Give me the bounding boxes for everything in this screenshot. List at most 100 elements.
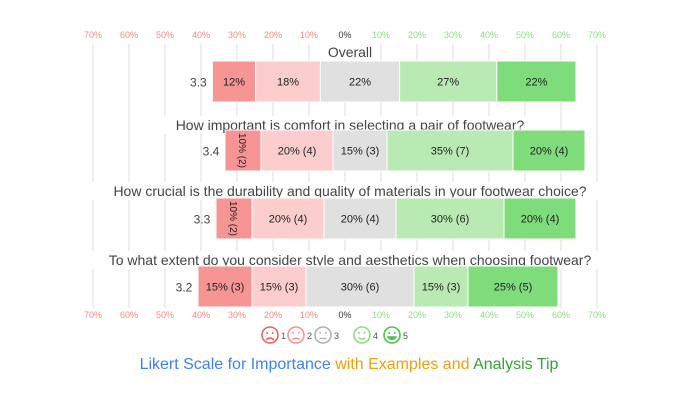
legend-label: 3	[334, 331, 339, 341]
bar-value-label: 35% (7)	[431, 146, 470, 158]
bar-value-label: 15% (3)	[260, 282, 299, 294]
bottom-tick-label: 10%	[300, 310, 318, 320]
bar-value-label: 15% (3)	[422, 282, 461, 294]
bar-segment	[224, 129, 262, 172]
bar-value-label: 20% (4)	[521, 214, 560, 226]
bar-value-label: 10% (2)	[227, 201, 238, 236]
likert-row: How important is comfort in selecting a …	[151, 116, 586, 172]
bottom-tick-label: 70%	[84, 310, 102, 320]
bar-value-label: 12%	[223, 77, 245, 89]
bar-value-label: 22%	[525, 77, 547, 89]
mean-score: 3.4	[203, 145, 220, 159]
bottom-tick-label: 50%	[156, 310, 174, 320]
question-label: How crucial is the durability and qualit…	[113, 183, 586, 199]
likert-row: How crucial is the durability and qualit…	[75, 182, 625, 240]
bar-value-label: 20% (4)	[530, 146, 569, 158]
footer-title-part1: Likert Scale for Importance	[139, 356, 331, 373]
bottom-tick-label: 10%	[372, 310, 390, 320]
bar-segment	[467, 265, 559, 308]
bottom-tick-label: 30%	[444, 310, 462, 320]
very-happy-face-icon	[383, 326, 401, 344]
question-label: To what extent do you consider style and…	[109, 252, 592, 268]
bar-segment	[251, 265, 307, 308]
legend-label: 2	[307, 331, 312, 341]
top-tick-label: 50%	[516, 30, 534, 40]
bar-value-label: 25% (5)	[494, 282, 533, 294]
bar-segment	[323, 197, 397, 240]
bar-segment	[503, 197, 577, 240]
bar-value-label: 20% (4)	[341, 214, 380, 226]
legend-label: 1	[281, 331, 286, 341]
bar-value-label: 30% (6)	[431, 214, 470, 226]
chart-legend: 1 2 3 4 5	[261, 326, 408, 344]
question-label: How important is comfort in selecting a …	[176, 117, 525, 133]
bottom-tick-label: 70%	[588, 310, 606, 320]
question-label-bg	[75, 182, 625, 200]
likert-row: To what extent do you consider style and…	[89, 251, 611, 308]
bar-segment	[395, 197, 505, 240]
top-tick-label: 50%	[156, 30, 174, 40]
bottom-tick-label: 40%	[192, 310, 210, 320]
bar-value-label: 15% (3)	[206, 282, 245, 294]
bottom-tick-label: 60%	[552, 310, 570, 320]
likert-rows: Overall 3.3 12% 18% 22% 27% 22% How important i…	[75, 43, 625, 308]
axis-tick-labels: 70% 70% 60% 60% 50% 50% 40% 40% 30% 30% 20% 20% 10% 1…	[84, 30, 606, 320]
mean-score: 3.2	[176, 281, 193, 295]
bar-segment	[215, 197, 253, 240]
bar-value-label: 15% (3)	[341, 146, 380, 158]
bottom-tick-label: 60%	[120, 310, 138, 320]
bar-segment	[260, 129, 334, 172]
mean-score: 3.3	[194, 213, 211, 227]
very-sad-face-icon	[261, 326, 279, 344]
bar-value-label: 10% (2)	[236, 133, 247, 168]
top-tick-label: 60%	[552, 30, 570, 40]
top-tick-label: 20%	[408, 30, 426, 40]
bottom-tick-label: 20%	[408, 310, 426, 320]
bar-segment	[255, 60, 321, 103]
bar-segment	[496, 60, 577, 103]
question-label-bg	[89, 251, 611, 269]
bar-value-label: 20% (4)	[278, 146, 317, 158]
question-label-bg	[323, 43, 377, 61]
top-tick-label: 30%	[444, 30, 462, 40]
bar-segment	[305, 265, 415, 308]
footer-title: Likert Scale for Importance with Example…	[0, 356, 698, 374]
bottom-tick-label: 0%	[338, 310, 351, 320]
top-tick-label: 70%	[84, 30, 102, 40]
bar-segment	[413, 265, 469, 308]
top-tick-label: 60%	[120, 30, 138, 40]
bar-value-label: 20% (4)	[269, 214, 308, 226]
question-label: Overall	[328, 44, 372, 60]
top-tick-label: 10%	[300, 30, 318, 40]
bar-segment	[399, 60, 498, 103]
bottom-tick-label: 20%	[264, 310, 282, 320]
top-tick-label: 40%	[192, 30, 210, 40]
legend-label: 4	[373, 331, 378, 341]
footer-title-part3: Analysis Tip	[469, 356, 559, 373]
top-tick-label: 10%	[372, 30, 390, 40]
sad-face-icon	[287, 326, 305, 344]
happy-face-icon	[353, 326, 371, 344]
likert-row: Overall 3.3 12% 18% 22% 27% 22%	[190, 43, 577, 103]
neutral-face-icon	[314, 326, 332, 344]
bar-segment	[512, 129, 586, 172]
footer-title-part2: with Examples and	[330, 356, 470, 373]
legend-label: 5	[403, 331, 408, 341]
bottom-tick-label: 30%	[228, 310, 246, 320]
top-tick-label: 0%	[338, 30, 351, 40]
bar-segment	[251, 197, 325, 240]
top-tick-label: 20%	[264, 30, 282, 40]
bar-segment	[197, 265, 253, 308]
bar-value-label: 30% (6)	[341, 282, 380, 294]
top-tick-label: 30%	[228, 30, 246, 40]
top-tick-label: 40%	[480, 30, 498, 40]
bar-value-label: 22%	[349, 77, 371, 89]
top-tick-label: 70%	[588, 30, 606, 40]
bottom-tick-label: 40%	[480, 310, 498, 320]
bar-value-label: 27%	[437, 77, 459, 89]
mean-score: 3.3	[190, 76, 207, 90]
bar-value-label: 18%	[277, 77, 299, 89]
bar-segment	[332, 129, 388, 172]
bottom-tick-label: 50%	[516, 310, 534, 320]
